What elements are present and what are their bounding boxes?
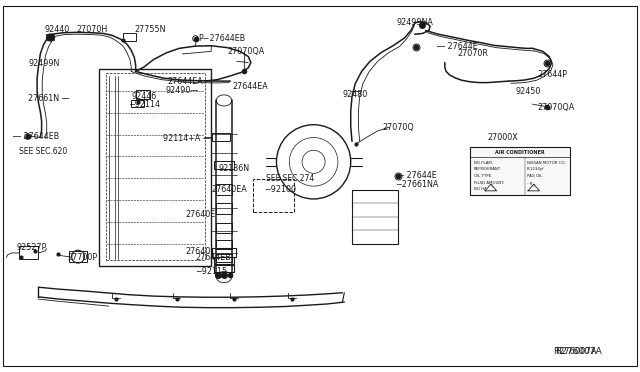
Text: 27070QA: 27070QA	[538, 103, 575, 112]
Bar	[216, 203, 232, 214]
Text: R-1234yf: R-1234yf	[527, 167, 545, 171]
Text: ...g: ...g	[527, 181, 533, 185]
Text: REFRIGERANT: REFRIGERANT	[474, 167, 500, 171]
Text: 27644P: 27644P	[538, 70, 568, 79]
Text: !: !	[532, 185, 535, 189]
Text: 92440: 92440	[45, 25, 70, 34]
Text: 27661N —: 27661N —	[28, 94, 69, 103]
Text: −92100: −92100	[264, 185, 296, 194]
Text: −92115: −92115	[195, 267, 227, 276]
Text: 92446: 92446	[131, 92, 156, 101]
Bar	[214, 257, 234, 264]
Bar	[131, 100, 144, 107]
Text: NO FLAM.: NO FLAM.	[474, 161, 493, 164]
Text: 92490—: 92490—	[165, 86, 198, 95]
Text: 27644EB: 27644EB	[195, 253, 231, 262]
Bar	[214, 265, 234, 272]
Bar	[216, 240, 232, 249]
Bar	[19, 246, 38, 259]
Text: ― 27644E: ― 27644E	[437, 42, 478, 51]
Bar	[212, 133, 230, 141]
Bar	[69, 251, 87, 262]
Bar	[106, 73, 205, 260]
Text: 27070Q: 27070Q	[383, 123, 415, 132]
Text: 27644EA: 27644EA	[232, 82, 268, 91]
Text: −27661NA: −27661NA	[396, 180, 439, 189]
Text: ― 27644E: ― 27644E	[396, 171, 436, 180]
Bar	[99, 69, 211, 266]
Text: FLUID AMOUNT:: FLUID AMOUNT:	[474, 181, 504, 185]
Text: 92499NA: 92499NA	[397, 18, 434, 27]
Bar	[253, 179, 294, 212]
Text: 27000X: 27000X	[488, 133, 518, 142]
Text: NO HARM.: NO HARM.	[474, 187, 493, 191]
Polygon shape	[528, 184, 540, 191]
Text: 27640E: 27640E	[186, 210, 216, 219]
Bar	[216, 184, 232, 195]
Bar	[216, 254, 232, 262]
Text: 27640: 27640	[186, 247, 211, 256]
Text: −92114: −92114	[128, 100, 160, 109]
Text: 27640EA: 27640EA	[211, 185, 247, 194]
Text: 27700P: 27700P	[67, 253, 97, 262]
Text: P−27644EB: P−27644EB	[198, 34, 246, 43]
Text: OIL TYPE: OIL TYPE	[474, 174, 491, 178]
Text: SEE SEC.620: SEE SEC.620	[19, 147, 67, 156]
Bar	[123, 33, 136, 41]
Text: 92480: 92480	[342, 90, 367, 99]
Bar	[46, 34, 54, 40]
Text: 92136N: 92136N	[219, 164, 250, 173]
Text: 27070H: 27070H	[77, 25, 108, 34]
Text: AIR CONDITIONER: AIR CONDITIONER	[495, 150, 545, 155]
Polygon shape	[485, 184, 497, 191]
Text: 27070QA: 27070QA	[227, 47, 264, 56]
Text: 27070R: 27070R	[458, 49, 488, 58]
Bar	[216, 223, 232, 232]
Text: 27755N: 27755N	[134, 25, 166, 34]
Text: NISSAN MOTOR CO.: NISSAN MOTOR CO.	[527, 161, 566, 164]
Text: !: !	[490, 185, 492, 189]
Text: 92450: 92450	[515, 87, 541, 96]
Bar	[136, 90, 150, 99]
Text: ― 27644EB: ― 27644EB	[13, 132, 59, 141]
Text: R276007A: R276007A	[554, 347, 597, 356]
Text: 27644EA: 27644EA	[168, 77, 204, 86]
Text: SEE SEC.274: SEE SEC.274	[266, 174, 314, 183]
Bar	[214, 161, 234, 169]
Text: 92114+A —: 92114+A —	[163, 134, 211, 143]
Bar	[470, 147, 570, 195]
Bar	[352, 190, 398, 244]
Text: PAG OIL: PAG OIL	[527, 174, 542, 178]
Text: 92499N: 92499N	[29, 59, 60, 68]
Text: R276007A: R276007A	[556, 347, 602, 356]
Bar	[212, 248, 236, 257]
Text: 92527P: 92527P	[16, 243, 46, 252]
